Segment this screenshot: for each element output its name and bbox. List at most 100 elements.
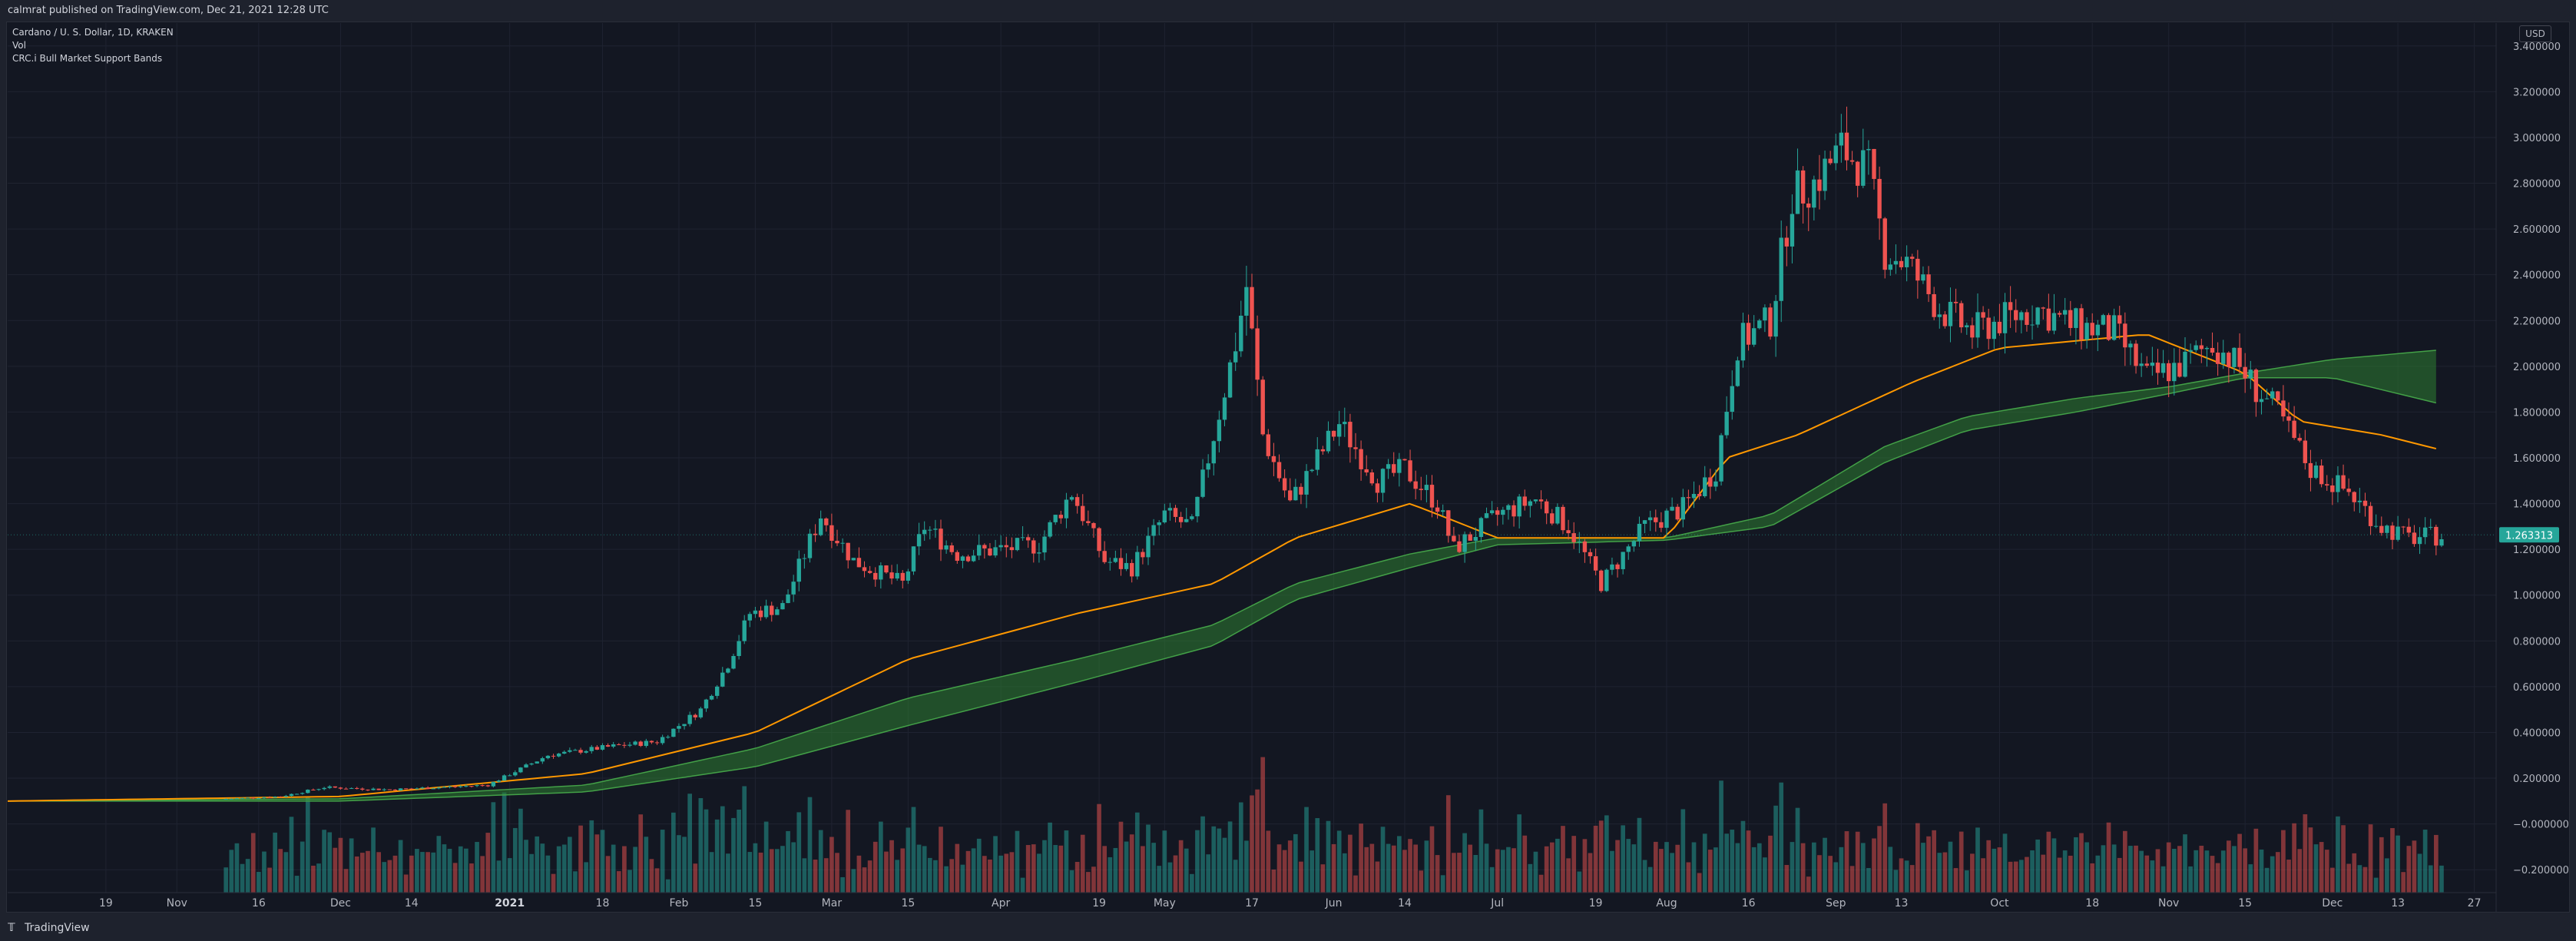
volume-bar — [851, 869, 856, 893]
volume-bar — [944, 866, 949, 893]
volume-bar — [1282, 850, 1287, 893]
candle-body — [589, 747, 594, 751]
x-tick-label: Dec — [2322, 897, 2343, 910]
bull-band-upper-line — [7, 350, 2436, 802]
candle-body — [1686, 497, 1691, 499]
publish-header: calmrat published on TradingView.com, De… — [0, 0, 2576, 22]
candle-body — [2166, 363, 2171, 382]
volume-bar — [1320, 864, 1326, 893]
volume-bar — [1817, 855, 1822, 893]
candle-body — [1348, 422, 1353, 448]
volume-bar — [475, 842, 479, 893]
volume-bar — [911, 807, 916, 893]
volume-bar — [1315, 818, 1320, 893]
candle-body — [1806, 203, 1811, 208]
volume-bar — [2160, 866, 2166, 893]
volume-bar — [1555, 838, 1560, 893]
y-tick-label: 0.200000 — [2513, 774, 2561, 785]
volume-bar — [561, 844, 567, 893]
volume-bar — [965, 850, 971, 893]
volume-bar — [1113, 847, 1118, 893]
candle-body — [1222, 397, 1227, 420]
volume-bar — [1981, 858, 1985, 893]
candle-body — [1020, 537, 1025, 538]
candle-body — [1522, 496, 1527, 506]
volume-bar — [709, 852, 714, 893]
candle-body — [475, 785, 479, 787]
candle-body — [965, 556, 971, 562]
volume-bar — [665, 879, 670, 893]
y-tick-label: 2.600000 — [2513, 224, 2561, 236]
candle-body — [687, 714, 692, 724]
volume-bar — [387, 860, 392, 893]
candle-body — [1413, 481, 1418, 489]
candle-body — [1904, 257, 1909, 267]
volume-bar — [2237, 833, 2242, 893]
x-tick-label: Jun — [1325, 897, 1343, 910]
candle-body — [1735, 360, 1740, 386]
volume-bar — [802, 858, 807, 893]
candle-body — [791, 581, 796, 595]
price-axis[interactable]: 3.400000 3.200000 3.000000 2.800000 2.600000… — [2495, 23, 2569, 913]
volume-bar — [1004, 853, 1009, 893]
candle-body — [442, 787, 447, 788]
volume-bar — [872, 841, 878, 893]
legend-symbol[interactable]: Cardano / U. S. Dollar, 1D, KRAKEN — [12, 27, 174, 38]
volume-bar — [807, 797, 813, 893]
candle-body — [1872, 148, 1876, 179]
volume-bar — [1080, 834, 1085, 893]
candle-body — [862, 567, 867, 572]
candle-body — [638, 741, 643, 747]
candle-body — [420, 787, 425, 789]
y-tick-label: 3.200000 — [2513, 87, 2561, 98]
candle-body — [753, 610, 758, 615]
candle-body — [998, 545, 1003, 548]
candle-body — [327, 786, 332, 788]
volume-bar — [278, 849, 283, 893]
volume-bar — [1806, 876, 1811, 893]
volume-bar — [1435, 855, 1440, 893]
candle-body — [1659, 522, 1664, 528]
candle-body — [2101, 315, 2106, 325]
candle-body — [1151, 525, 1156, 536]
volume-bar — [1020, 877, 1025, 893]
legend-indicator[interactable]: CRC.i Bull Market Support Bands — [12, 53, 163, 64]
volume-bar — [507, 858, 512, 893]
candle-body — [1037, 552, 1041, 554]
volume-bar — [2177, 846, 2182, 893]
volume-bar — [720, 806, 725, 893]
legend-volume[interactable]: Vol — [12, 40, 26, 51]
y-tick-label: −0.000000 — [2513, 820, 2569, 831]
volume-bar — [551, 873, 556, 893]
volume-bar — [1074, 862, 1080, 893]
candle-body — [1680, 497, 1686, 520]
candle-body — [928, 529, 932, 531]
candle-body — [2051, 313, 2057, 331]
volume-bar — [1823, 837, 1827, 893]
volume-bar — [1893, 870, 1899, 893]
volume-bar — [1495, 849, 1500, 893]
volume-bar — [1812, 842, 1816, 893]
volume-bar — [949, 859, 955, 893]
candle-body — [889, 572, 894, 579]
candle-body — [1855, 161, 1860, 186]
candle-body — [2046, 308, 2051, 331]
volume-bar — [1642, 860, 1647, 893]
volume-bar — [1380, 827, 1386, 893]
time-axis[interactable]: 19 Nov 16 Dec 14 2021 18 Feb 15 Mar 15 Apr 19 May 17 Ju… — [8, 892, 2496, 910]
candle-body — [1893, 260, 1899, 265]
currency-badge[interactable]: USD — [2519, 25, 2551, 42]
candle-body — [568, 750, 572, 752]
candle-body — [2434, 526, 2439, 546]
candle-body — [622, 744, 627, 746]
volume-bar — [2412, 840, 2417, 893]
candle-body — [2106, 315, 2111, 340]
volume-bar — [2390, 828, 2395, 893]
volume-bar — [1222, 837, 1227, 893]
volume-bar — [796, 812, 802, 893]
volume-bar — [884, 851, 889, 893]
chart-pane[interactable] — [6, 22, 2570, 913]
volume-bar — [1227, 821, 1233, 893]
bull-band-fill — [8, 350, 2436, 801]
